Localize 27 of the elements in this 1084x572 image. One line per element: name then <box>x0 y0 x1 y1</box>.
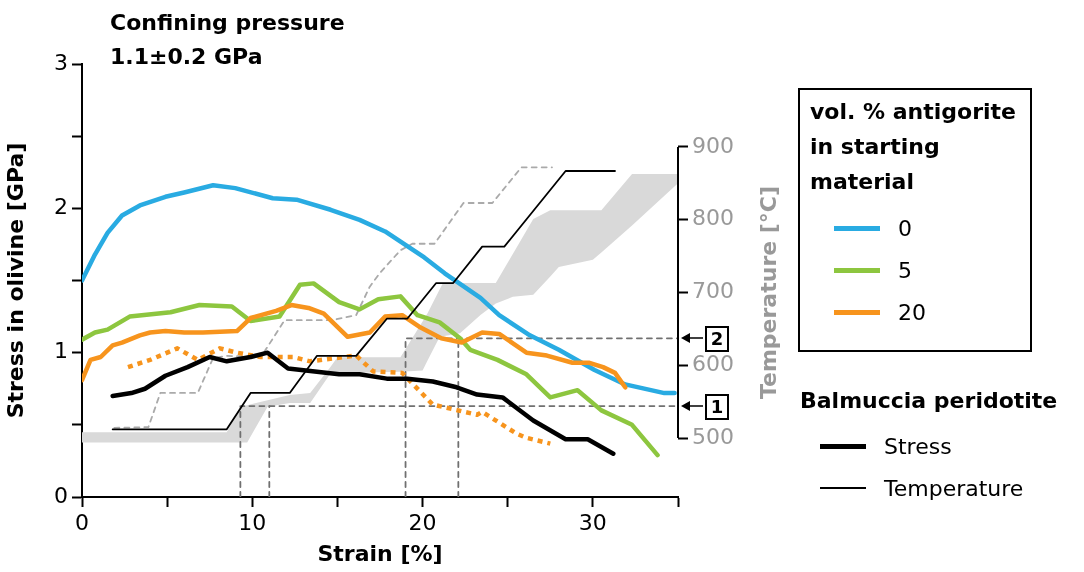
legend-title: vol. % antigorite in starting material <box>810 98 1017 196</box>
x-tick-label: 30 <box>578 509 607 535</box>
legend-label: Temperature <box>884 475 1024 501</box>
y2-axis-title: Temperature [°C] <box>755 185 781 400</box>
annotation: 1 <box>705 394 729 421</box>
text: Balmuccia peridotite <box>800 388 1058 413</box>
y2-tick-label: 800 <box>692 205 734 231</box>
chart-title: Confining pressure <box>110 9 345 37</box>
y2-tick-label: 700 <box>692 278 734 304</box>
y-axis-title: Stress in olivine [GPa] <box>2 142 28 419</box>
y-tick-label: 0 <box>54 482 68 508</box>
y-tick-label: 1 <box>54 338 68 364</box>
y2-tick-label: 500 <box>692 423 734 449</box>
legend-label: 0 <box>898 215 912 241</box>
x-tick-label: 0 <box>75 509 89 535</box>
x-axis-title: Strain [%] <box>317 540 443 566</box>
x-tick-label: 20 <box>408 509 437 535</box>
annotation: 2 <box>705 326 729 353</box>
y-tick-label: 2 <box>54 194 68 220</box>
legend-label: Stress <box>884 433 952 459</box>
legend-label: 5 <box>898 257 912 283</box>
legend-label: 20 <box>898 299 926 325</box>
chart-subtitle: 1.1±0.2 GPa <box>110 43 264 71</box>
x-tick-label: 10 <box>238 509 267 535</box>
y2-tick-label: 900 <box>692 132 734 158</box>
y-tick-label: 3 <box>54 49 68 75</box>
y2-tick-label: 600 <box>692 351 734 376</box>
